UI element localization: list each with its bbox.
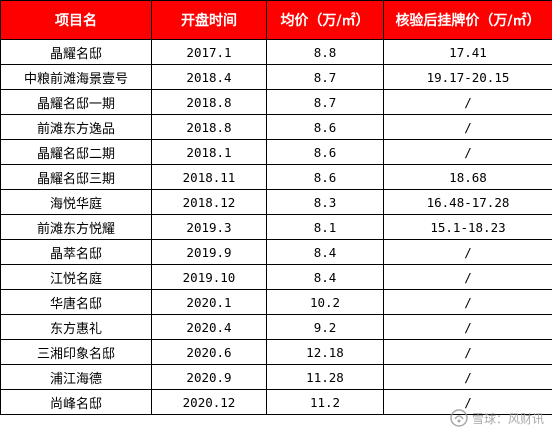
- table-row: 三湘印象名邸 2020.6 12.18/: [0, 339, 552, 365]
- cell-opening-date: 2020.12: [151, 389, 267, 415]
- cell-listing-price: /: [383, 364, 552, 390]
- cell-opening-date: 2020.4: [151, 314, 267, 340]
- cell-project-name: 浦江海德: [0, 364, 152, 390]
- cell-average-price: 12.18: [266, 339, 384, 365]
- snowball-logo-icon: [450, 409, 468, 427]
- cell-opening-date: 2020.6: [151, 339, 267, 365]
- table-row: 江悦名庭 2019.10 8.4/: [0, 264, 552, 290]
- table-row: 前滩东方逸品 2018.8 8.6/: [0, 114, 552, 140]
- cell-listing-price: 18.68: [383, 164, 552, 190]
- cell-project-name: 前滩东方悦耀: [0, 214, 152, 240]
- cell-average-price: 8.8: [266, 39, 384, 65]
- cell-opening-date: 2018.4: [151, 64, 267, 90]
- table-row: 前滩东方悦耀 2019.3 8.1 15.1-18.23: [0, 214, 552, 240]
- cell-average-price: 8.6: [266, 164, 384, 190]
- price-table: 项目名 开盘时间 均价（万/㎡） 核验后挂牌价（万/㎡） 晶耀名邸 2017.1 8…: [0, 0, 552, 415]
- cell-opening-date: 2019.10: [151, 264, 267, 290]
- cell-opening-date: 2018.8: [151, 89, 267, 115]
- table-row: 东方惠礼 2020.4 9.2/: [0, 314, 552, 340]
- table-row: 晶萃名邸 2019.9 8.4/: [0, 239, 552, 265]
- table-row: 华唐名邸 2020.1 10.2/: [0, 289, 552, 315]
- cell-opening-date: 2018.1: [151, 139, 267, 165]
- cell-listing-price: /: [383, 114, 552, 140]
- table-header: 项目名 开盘时间 均价（万/㎡） 核验后挂牌价（万/㎡）: [0, 0, 552, 40]
- cell-opening-date: 2018.12: [151, 189, 267, 215]
- cell-average-price: 10.2: [266, 289, 384, 315]
- cell-listing-price: /: [383, 139, 552, 165]
- header-project-name: 项目名: [0, 0, 152, 40]
- cell-opening-date: 2020.1: [151, 289, 267, 315]
- cell-project-name: 晶耀名邸三期: [0, 164, 152, 190]
- table-row: 尚峰名邸 2020.12 11.2/: [0, 389, 552, 415]
- table-body: 晶耀名邸 2017.1 8.8 17.41 中粮前滩海景壹号 2018.4 8.7 19.17…: [0, 39, 552, 415]
- cell-average-price: 11.28: [266, 364, 384, 390]
- cell-project-name: 前滩东方逸品: [0, 114, 152, 140]
- cell-listing-price: /: [383, 239, 552, 265]
- header-opening-date: 开盘时间: [151, 0, 267, 40]
- cell-average-price: 8.6: [266, 114, 384, 140]
- cell-listing-price: /: [383, 389, 552, 415]
- cell-project-name: 晶耀名邸二期: [0, 139, 152, 165]
- cell-project-name: 东方惠礼: [0, 314, 152, 340]
- cell-listing-price: 16.48-17.28: [383, 189, 552, 215]
- cell-average-price: 11.2: [266, 389, 384, 415]
- table-row: 晶耀名邸三期 2018.11 8.6 18.68: [0, 164, 552, 190]
- watermark-text: 雪球：风财讯: [471, 411, 544, 426]
- table-row: 晶耀名邸 2017.1 8.8 17.41: [0, 39, 552, 65]
- cell-project-name: 中粮前滩海景壹号: [0, 64, 152, 90]
- cell-project-name: 华唐名邸: [0, 289, 152, 315]
- cell-opening-date: 2019.9: [151, 239, 267, 265]
- cell-listing-price: /: [383, 289, 552, 315]
- cell-listing-price: /: [383, 314, 552, 340]
- table-row: 中粮前滩海景壹号 2018.4 8.7 19.17-20.15: [0, 64, 552, 90]
- watermark: 雪球：风财讯: [450, 409, 544, 427]
- cell-average-price: 9.2: [266, 314, 384, 340]
- cell-opening-date: 2018.8: [151, 114, 267, 140]
- cell-average-price: 8.7: [266, 89, 384, 115]
- cell-opening-date: 2019.3: [151, 214, 267, 240]
- table-row: 晶耀名邸一期 2018.8 8.7/: [0, 89, 552, 115]
- cell-average-price: 8.1: [266, 214, 384, 240]
- cell-project-name: 晶耀名邸: [0, 39, 152, 65]
- cell-opening-date: 2017.1: [151, 39, 267, 65]
- cell-listing-price: /: [383, 264, 552, 290]
- cell-average-price: 8.6: [266, 139, 384, 165]
- cell-average-price: 8.3: [266, 189, 384, 215]
- cell-listing-price: /: [383, 339, 552, 365]
- cell-listing-price: 17.41: [383, 39, 552, 65]
- header-verified-listing-price: 核验后挂牌价（万/㎡）: [383, 0, 552, 40]
- cell-opening-date: 2020.9: [151, 364, 267, 390]
- cell-project-name: 三湘印象名邸: [0, 339, 152, 365]
- header-row: 项目名 开盘时间 均价（万/㎡） 核验后挂牌价（万/㎡）: [0, 0, 552, 40]
- cell-listing-price: /: [383, 89, 552, 115]
- table-row: 海悦华庭 2018.12 8.3 16.48-17.28: [0, 189, 552, 215]
- cell-average-price: 8.4: [266, 239, 384, 265]
- table-row: 晶耀名邸二期 2018.1 8.6/: [0, 139, 552, 165]
- cell-average-price: 8.7: [266, 64, 384, 90]
- cell-project-name: 尚峰名邸: [0, 389, 152, 415]
- header-average-price: 均价（万/㎡）: [266, 0, 384, 40]
- cell-project-name: 海悦华庭: [0, 189, 152, 215]
- cell-opening-date: 2018.11: [151, 164, 267, 190]
- table-row: 浦江海德 2020.9 11.28/: [0, 364, 552, 390]
- cell-average-price: 8.4: [266, 264, 384, 290]
- cell-project-name: 晶耀名邸一期: [0, 89, 152, 115]
- cell-project-name: 江悦名庭: [0, 264, 152, 290]
- cell-listing-price: 15.1-18.23: [383, 214, 552, 240]
- cell-listing-price: 19.17-20.15: [383, 64, 552, 90]
- cell-project-name: 晶萃名邸: [0, 239, 152, 265]
